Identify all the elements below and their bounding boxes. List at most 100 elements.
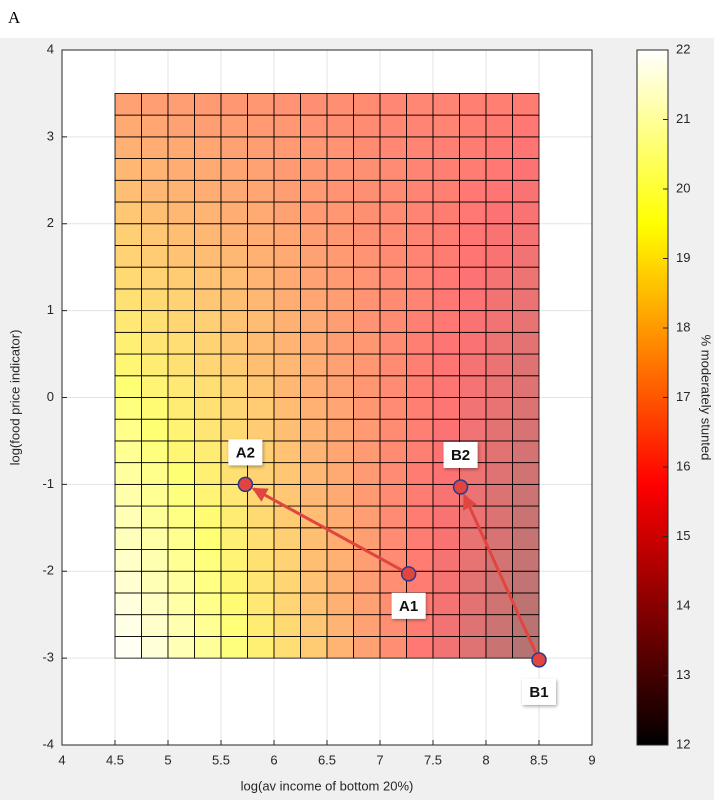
- heatmap-cell: [194, 114, 222, 138]
- heatmap-cell: [247, 136, 275, 159]
- heatmap-cell: [406, 483, 434, 507]
- heatmap-cell: [220, 310, 248, 333]
- heatmap-cell: [353, 158, 381, 181]
- heatmap-cell: [273, 158, 301, 181]
- heatmap-cell: [432, 201, 460, 225]
- heatmap-cell: [432, 158, 460, 181]
- heatmap-cell: [273, 201, 301, 225]
- point-label: A2: [236, 444, 255, 461]
- x-tick-label: 8.5: [530, 752, 548, 767]
- heatmap-cell: [220, 158, 248, 181]
- heatmap-cell: [353, 570, 381, 594]
- heatmap-cell: [167, 397, 195, 420]
- heatmap-cell: [326, 353, 354, 377]
- heatmap-cell: [273, 114, 301, 138]
- heatmap-cell: [379, 483, 407, 507]
- heatmap-cell: [300, 179, 328, 203]
- heatmap-cell: [114, 636, 142, 659]
- heatmap-cell: [353, 375, 381, 398]
- heatmap-cell: [220, 527, 248, 550]
- heatmap-cell: [379, 527, 407, 550]
- heatmap-cell: [406, 288, 434, 312]
- heatmap-cell: [353, 353, 381, 377]
- heatmap-cell: [326, 93, 354, 116]
- heatmap-cell: [300, 331, 328, 355]
- heatmap-cell: [485, 288, 513, 312]
- heatmap-cell: [194, 158, 222, 181]
- heatmap-cell: [141, 418, 169, 442]
- heatmap-cell: [432, 418, 460, 442]
- heatmap-cell: [459, 114, 487, 138]
- heatmap-cell: [141, 440, 169, 464]
- y-tick-label: 3: [47, 128, 54, 143]
- heatmap-cell: [432, 375, 460, 398]
- heatmap-cell: [432, 614, 460, 637]
- heatmap-cell: [300, 527, 328, 550]
- heatmap-cell: [512, 266, 540, 290]
- heatmap-cell: [432, 310, 460, 333]
- heatmap-cell: [459, 310, 487, 333]
- heatmap-cell: [141, 331, 169, 355]
- heatmap-cell: [326, 418, 354, 442]
- point-label-box: [228, 439, 263, 466]
- heatmap-cell: [406, 310, 434, 333]
- y-axis-label: log(food price indicator): [7, 330, 22, 466]
- heatmap-cell: [406, 527, 434, 550]
- heatmap-cell: [220, 614, 248, 637]
- heatmap-cell: [406, 93, 434, 116]
- point-label-box: [391, 592, 426, 619]
- heatmap-cell: [353, 114, 381, 138]
- heatmap-cell: [512, 114, 540, 138]
- heatmap-cell: [141, 114, 169, 138]
- heatmap-cell: [247, 331, 275, 355]
- heatmap-cell: [353, 223, 381, 246]
- heatmap-cell: [512, 549, 540, 572]
- heatmap-cell: [194, 397, 222, 420]
- heatmap-cell: [141, 223, 169, 246]
- heatmap-cell: [459, 201, 487, 225]
- heatmap-cell: [167, 527, 195, 550]
- heatmap-cell: [326, 570, 354, 594]
- heatmap-cell: [512, 527, 540, 550]
- heatmap-cell: [459, 288, 487, 312]
- heatmap-cell: [247, 114, 275, 138]
- y-tick-label: -3: [42, 650, 54, 665]
- heatmap-cell: [273, 397, 301, 420]
- point-label-box: [443, 441, 478, 468]
- heatmap-cell: [300, 592, 328, 616]
- heatmap-cell: [353, 592, 381, 616]
- heatmap-cell: [220, 353, 248, 377]
- heatmap-cell: [512, 223, 540, 246]
- colorbar-tick-label: 22: [676, 41, 690, 56]
- heatmap-cell: [220, 223, 248, 246]
- heatmap-cell: [459, 592, 487, 616]
- heatmap-cell: [459, 375, 487, 398]
- heatmap-cell: [353, 179, 381, 203]
- heatmap-cell: [300, 397, 328, 420]
- heatmap-cell: [353, 331, 381, 355]
- heatmap-cell: [247, 179, 275, 203]
- heatmap-cell: [485, 331, 513, 355]
- heatmap-cell: [326, 440, 354, 464]
- heatmap-cell: [326, 549, 354, 572]
- heatmap-cell: [273, 549, 301, 572]
- heatmap-cell: [141, 288, 169, 312]
- colorbar-tick-label: 12: [676, 736, 690, 751]
- heatmap-cell: [273, 288, 301, 312]
- heatmap-cell: [220, 179, 248, 203]
- heatmap-cell: [141, 179, 169, 203]
- heatmap-cell: [512, 201, 540, 225]
- heatmap-cell: [406, 201, 434, 225]
- heatmap-cell: [459, 397, 487, 420]
- arrow: [462, 493, 538, 654]
- panel-label: A: [8, 8, 21, 27]
- heatmap-cell: [512, 93, 540, 116]
- heatmap-cell: [485, 310, 513, 333]
- heatmap-cell: [114, 353, 142, 377]
- heatmap-cell: [326, 331, 354, 355]
- heatmap-cell: [406, 440, 434, 464]
- heatmap-cell: [379, 397, 407, 420]
- heatmap-cell: [300, 201, 328, 225]
- heatmap-cell: [167, 331, 195, 355]
